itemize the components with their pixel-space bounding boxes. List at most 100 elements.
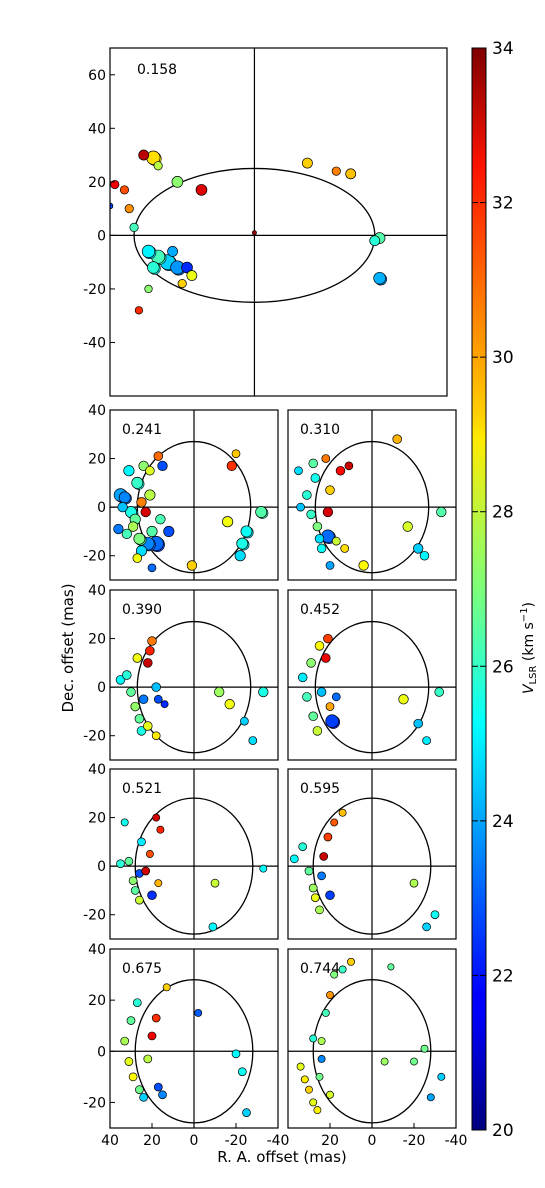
colorbar-gradient: [471, 47, 487, 1131]
maser-spot: [124, 1057, 134, 1066]
maser-spot: [240, 525, 253, 538]
maser-spot: [236, 537, 249, 550]
maser-spot: [124, 856, 134, 866]
maser-spot: [310, 473, 321, 483]
maser-spot: [310, 893, 320, 903]
maser-spot: [177, 279, 187, 289]
maser-spot: [321, 1008, 330, 1017]
maser-spot: [330, 818, 339, 827]
maser-spot: [251, 230, 257, 236]
maser-spot: [151, 1013, 161, 1023]
colorbar-ticks: 20 22 24 26 28 30 32 34: [472, 39, 514, 1141]
maser-spot: [306, 658, 316, 668]
maser-spot: [130, 886, 140, 895]
panel-3: 0.310: [287, 409, 457, 581]
maser-spot: [110, 179, 120, 190]
panel-background: [110, 48, 447, 396]
maser-spot: [76, 172, 85, 181]
maser-spot: [145, 645, 155, 656]
maser-spot: [147, 563, 157, 573]
y-axis-label: Dec. offset (mas): [59, 583, 77, 712]
maser-spot: [156, 825, 165, 834]
maser-spot: [344, 461, 354, 471]
maser-spot: [302, 490, 312, 500]
maser-spot: [147, 636, 157, 646]
maser-spot: [147, 890, 157, 901]
maser-spot: [145, 850, 154, 858]
maser-spot: [32, 195, 43, 206]
maser-spot: [144, 284, 153, 294]
maser-spot: [315, 1072, 324, 1081]
maser-spot: [126, 1016, 136, 1025]
maser-spot: [136, 726, 147, 736]
maser-spot: [323, 633, 333, 644]
maser-spot: [300, 1075, 309, 1084]
phase-label: 0.158: [137, 62, 177, 78]
maser-spot: [420, 1044, 429, 1053]
maser-spot: [434, 687, 444, 697]
maser-spot: [259, 864, 268, 873]
colorbar-tick-label: 20: [492, 1121, 514, 1141]
x-tick-label: -40: [267, 1133, 290, 1149]
maser-spot: [116, 859, 125, 869]
maser-spot: [422, 736, 431, 745]
maser-spot: [222, 516, 234, 528]
maser-spot: [338, 808, 347, 817]
maser-spot: [141, 866, 151, 876]
panel-6: 40 20 0 -20 0.521: [83, 762, 279, 940]
maser-spot: [132, 653, 143, 663]
x-tick-label: 40: [101, 1133, 119, 1149]
maser-spot: [422, 922, 431, 932]
y-tick-label: 0: [97, 859, 106, 875]
colorbar-label-sub: LSR: [528, 666, 539, 685]
colorbar: 20 22 24 26 28 30 32 34 VLSR (km s−1): [471, 39, 539, 1141]
maser-spot: [316, 687, 327, 697]
maser-spot: [242, 1108, 251, 1118]
maser-spot: [312, 726, 323, 736]
phase-label: 0.521: [122, 781, 162, 797]
colorbar-tick-label: 26: [492, 657, 514, 677]
panel-4: 40 20 0 -20 0.390: [83, 583, 279, 761]
panel-8: 40 20 0 -20 40 20 0 -20 -40 0.675: [83, 942, 289, 1149]
maser-spot: [255, 506, 268, 518]
maser-spot: [331, 536, 341, 546]
maser-spot: [402, 521, 413, 532]
stellar-circle: [314, 620, 430, 754]
maser-spot: [186, 560, 198, 571]
stellar-circle: [312, 797, 432, 935]
maser-spot: [110, 202, 114, 210]
maser-spot: [325, 702, 335, 711]
maser-spot: [96, 212, 104, 220]
x-tick-label: -20: [403, 1133, 426, 1149]
colorbar-tick-label: 28: [492, 503, 514, 523]
maser-spot: [380, 1057, 389, 1066]
maser-spot: [0, 169, 7, 184]
phase-label: 0.390: [122, 602, 162, 618]
maser-spot: [226, 460, 237, 472]
maser-spot: [398, 694, 409, 705]
stellar-circle: [136, 620, 252, 754]
maser-spot: [387, 963, 395, 971]
colorbar-tick-label: 32: [492, 194, 514, 214]
maser-spot: [308, 883, 318, 893]
maser-spot: [289, 854, 299, 864]
x-tick-label: 0: [190, 1133, 199, 1149]
x-tick-label: 20: [321, 1133, 339, 1149]
maser-spot: [24, 264, 32, 272]
maser-spot: [120, 1036, 130, 1046]
maser-spot: [146, 525, 158, 537]
maser-spot: [155, 514, 166, 525]
maser-spot: [317, 1037, 326, 1046]
maser-spot: [134, 306, 144, 315]
panel-1: 60 40 20 0 -20 -40 0.158: [0, 47, 448, 397]
maser-spot: [163, 525, 175, 537]
maser-spot: [171, 176, 184, 188]
maser-spot: [297, 672, 308, 683]
stellar-circle: [314, 440, 430, 574]
maser-spot: [321, 653, 331, 663]
y-tick-label: 40: [88, 762, 106, 778]
maser-spot: [317, 871, 326, 881]
maser-spot: [143, 721, 153, 731]
y-tick-label: 0: [97, 1044, 106, 1060]
maser-spot: [224, 698, 235, 710]
